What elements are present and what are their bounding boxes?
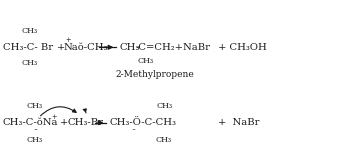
Text: +: + xyxy=(52,113,57,121)
Text: CH₃-C-ŏNa: CH₃-C-ŏNa xyxy=(3,118,58,127)
Text: +  NaBr: + NaBr xyxy=(218,118,259,127)
Text: -C=CH₂+NaBr: -C=CH₂+NaBr xyxy=(135,43,210,52)
Text: CH₃: CH₃ xyxy=(26,135,43,144)
Text: +: + xyxy=(66,36,71,44)
Text: CH₃: CH₃ xyxy=(119,43,140,52)
Text: +: + xyxy=(61,118,69,127)
Text: CH₃: CH₃ xyxy=(156,102,172,110)
Text: ··: ·· xyxy=(34,126,39,134)
Text: CH₃: CH₃ xyxy=(155,135,171,144)
Text: ··: ·· xyxy=(131,126,136,134)
Text: CH₃-Br: CH₃-Br xyxy=(67,118,103,127)
Text: CH₃: CH₃ xyxy=(137,57,153,65)
Text: 2-Methylpropene: 2-Methylpropene xyxy=(116,70,194,79)
Text: Naŏ-CH₃: Naŏ-CH₃ xyxy=(63,43,108,52)
Text: +: + xyxy=(58,43,66,52)
Text: CH₃-C- Br: CH₃-C- Br xyxy=(3,43,53,52)
Text: CH₃: CH₃ xyxy=(26,102,43,110)
Text: CH₃: CH₃ xyxy=(21,27,38,35)
Text: CH₃: CH₃ xyxy=(21,59,38,67)
Text: + CH₃OH: + CH₃OH xyxy=(215,43,267,52)
Text: CH₃-Ö-C-CH₃: CH₃-Ö-C-CH₃ xyxy=(109,118,176,127)
